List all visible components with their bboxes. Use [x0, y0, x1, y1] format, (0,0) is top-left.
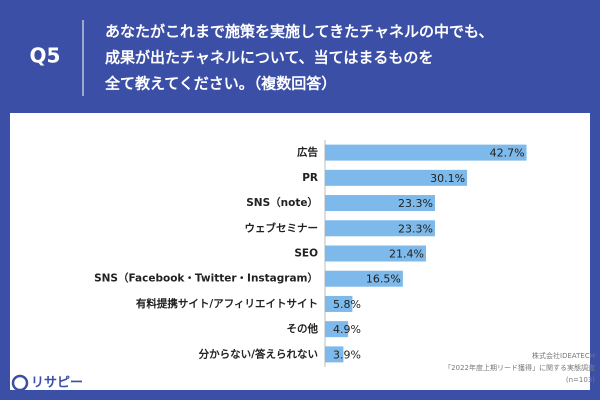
bar — [325, 295, 353, 312]
bar — [325, 346, 344, 363]
y-tick-label: SEO — [294, 248, 318, 260]
value-label: 21.4% — [389, 248, 424, 261]
question-number: Q5 — [30, 44, 61, 68]
y-tick-label: SNS（Facebook・Twitter・Instagram） — [94, 272, 318, 285]
value-label: 23.3% — [398, 197, 433, 210]
y-tick-label: その他 — [287, 322, 319, 335]
bar — [325, 169, 468, 186]
brand-icon — [11, 374, 29, 392]
title-line: 全て教えてください。（複数回答） — [104, 75, 336, 93]
brand: リサピー — [31, 376, 83, 391]
value-label: 3.9% — [333, 348, 361, 361]
bar — [325, 195, 435, 212]
source: 「2022年度上期リード獲得」に関する実態調査 — [444, 363, 595, 372]
y-tick-label: 広告 — [297, 146, 318, 159]
source: (n=103) — [566, 376, 595, 384]
title-line: あなたがこれまで施策を実施してきたチャネルの中でも、 — [105, 23, 494, 41]
y-tick-label: PR — [302, 172, 318, 184]
source: 株式会社IDEATECH — [532, 351, 595, 360]
value-label: 5.8% — [333, 298, 361, 311]
bar — [325, 270, 403, 287]
bar — [325, 245, 427, 262]
bar — [325, 144, 527, 161]
title-line: 成果が出たチャネルについて、当てはまるものを — [105, 49, 433, 67]
value-label: 30.1% — [430, 172, 465, 185]
y-tick-label: 有料提携サイト/アフィリエイトサイト — [136, 297, 318, 310]
y-tick-label: SNS（note） — [246, 196, 318, 209]
bar — [325, 321, 349, 338]
value-label: 23.3% — [398, 222, 433, 235]
value-label: 16.5% — [366, 273, 401, 286]
y-tick-label: ウェブセミナー — [245, 221, 319, 234]
bar — [325, 220, 435, 237]
value-label: 42.7% — [490, 147, 525, 160]
value-label: 4.9% — [333, 323, 361, 336]
y-tick-label: 分からない/答えられない — [199, 347, 318, 360]
